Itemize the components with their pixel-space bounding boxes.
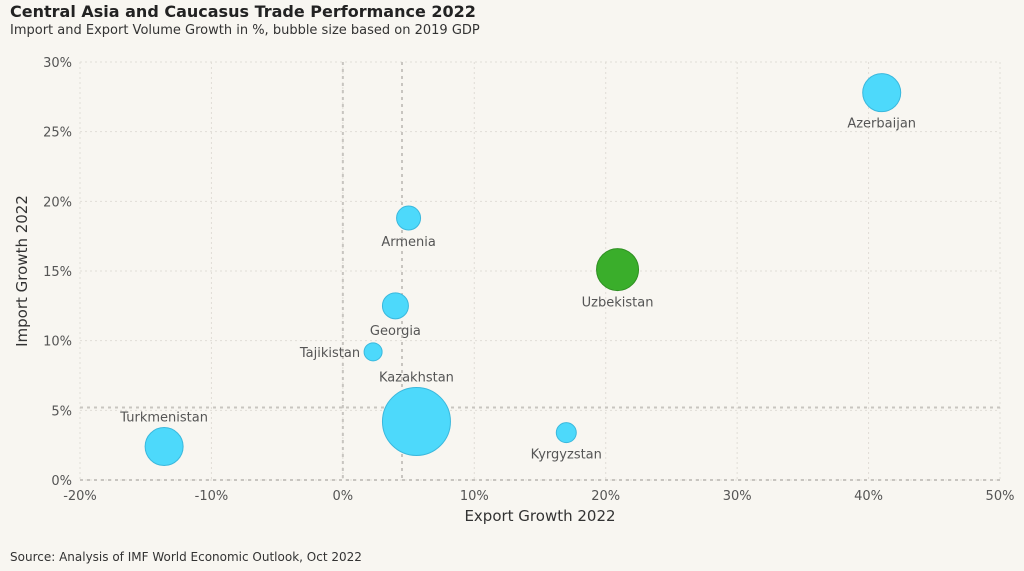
y-tick-label: 5% (51, 404, 72, 419)
bubble-label-kazakhstan: Kazakhstan (379, 370, 454, 385)
y-axis-label: Import Growth 2022 (13, 195, 31, 347)
bubble-label-turkmenistan: Turkmenistan (119, 411, 208, 426)
y-axis-ticks: 0% 5% 10% 15% 20% 25% 30% (43, 56, 72, 489)
chart-subtitle: Import and Export Volume Growth in %, bu… (10, 23, 480, 38)
bubble-label-tajikistan: Tajikistan (299, 346, 360, 361)
y-tick-label: 25% (43, 126, 72, 141)
y-tick-label: 30% (43, 56, 72, 71)
x-tick-label: 30% (723, 489, 752, 504)
bubbles (144, 73, 902, 467)
bubble-label-georgia: Georgia (370, 324, 421, 339)
x-axis-ticks: -20% -10% 0% 10% 20% 30% 40% 50% (63, 489, 1014, 504)
bubble-kyrgyzstan[interactable] (555, 422, 577, 444)
bubble-label-kyrgyzstan: Kyrgyzstan (531, 448, 602, 463)
source-note: Source: Analysis of IMF World Economic O… (10, 550, 362, 564)
bubble-labels: Azerbaijan Armenia Uzbekistan Georgia Tajiki… (119, 117, 916, 463)
bubble-label-azerbaijan: Azerbaijan (847, 117, 916, 132)
y-tick-label: 20% (43, 195, 72, 210)
y-tick-label: 10% (43, 335, 72, 350)
x-tick-label: 0% (333, 489, 354, 504)
x-tick-label: -20% (63, 489, 97, 504)
x-axis-label: Export Growth 2022 (464, 507, 615, 525)
bubble-kazakhstan[interactable] (381, 386, 451, 456)
bubble-uzbekistan[interactable] (596, 248, 640, 292)
chart-title: Central Asia and Caucasus Trade Performa… (10, 2, 476, 21)
x-tick-label: 50% (986, 489, 1015, 504)
y-tick-label: 15% (43, 265, 72, 280)
bubble-tajikistan[interactable] (363, 342, 383, 362)
bubble-georgia[interactable] (381, 292, 409, 320)
x-tick-label: -10% (195, 489, 229, 504)
bubble-label-uzbekistan: Uzbekistan (582, 296, 654, 311)
bubble-armenia[interactable] (396, 205, 422, 231)
bubble-azerbaijan[interactable] (862, 73, 902, 113)
x-tick-label: 20% (591, 489, 620, 504)
y-tick-label: 0% (51, 474, 72, 489)
bubble-turkmenistan[interactable] (144, 427, 184, 467)
bubble-label-armenia: Armenia (381, 235, 436, 250)
x-tick-label: 40% (854, 489, 883, 504)
grid-lines (79, 61, 1001, 481)
x-tick-label: 10% (460, 489, 489, 504)
